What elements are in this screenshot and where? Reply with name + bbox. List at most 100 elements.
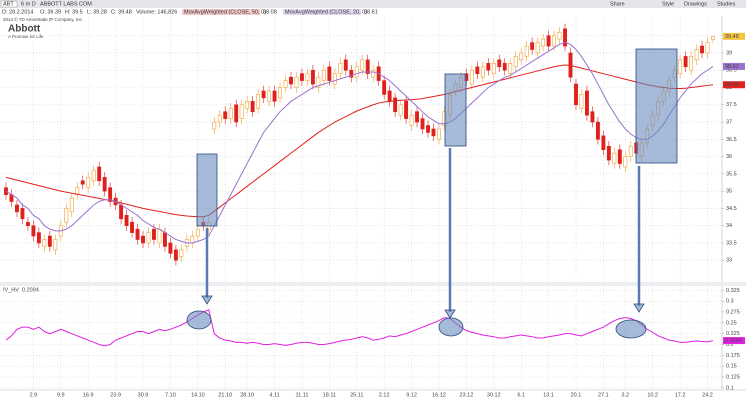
study-name[interactable]: MovAvgWeighted (CLOSE, 50, 0) xyxy=(184,9,266,15)
candle-body xyxy=(119,204,124,220)
candle-body xyxy=(91,170,96,182)
annotations xyxy=(186,48,678,339)
y-tick-label: 35 xyxy=(726,189,732,195)
header-close: C: 39.48 xyxy=(111,9,132,15)
candle-body xyxy=(437,128,441,140)
candle-body xyxy=(711,36,715,40)
x-tick-label: 16.9 xyxy=(83,392,94,398)
x-tick-label: 4.11 xyxy=(269,392,279,398)
x-tick-label: 10.2 xyxy=(647,392,658,398)
candle-body xyxy=(480,66,485,78)
candle-body xyxy=(53,239,58,251)
x-tick-label: 17.2 xyxy=(675,392,686,398)
candle-body xyxy=(278,87,282,99)
header-high: H: 39.5 xyxy=(65,9,83,15)
y-tick-label: 0.2 xyxy=(726,342,734,348)
candle-body xyxy=(612,152,617,164)
y-tick-label: 0.275 xyxy=(726,309,740,315)
candle-body xyxy=(519,52,524,61)
candle-body xyxy=(705,42,710,54)
candle-body xyxy=(552,35,557,47)
candle-body xyxy=(20,208,25,220)
candle-body xyxy=(272,90,277,102)
toolbar-button[interactable]: Share xyxy=(610,2,625,8)
copyright: 2014 © TD Ameritrade IP Company, Inc. xyxy=(3,16,83,22)
toolbar-button[interactable]: Drawings xyxy=(684,2,707,8)
line xyxy=(5,42,714,244)
candle-body xyxy=(349,69,354,78)
pane-separator[interactable] xyxy=(0,282,746,286)
last-value-label: 39.48 xyxy=(725,34,739,40)
candle-body xyxy=(497,59,502,68)
candle-body xyxy=(289,76,293,85)
candle-body xyxy=(595,121,600,140)
candle-body xyxy=(36,232,41,244)
candle-body xyxy=(294,76,299,88)
x-tick-label: 25.11 xyxy=(350,392,363,398)
tagline: A Promise for Life xyxy=(8,34,44,39)
x-tick-label: 24.2 xyxy=(702,392,713,398)
highlight-ellipse xyxy=(438,317,464,337)
y-tick-label: 0.125 xyxy=(726,374,740,380)
x-tick-label: 9.12 xyxy=(406,392,417,398)
candle-body xyxy=(343,59,348,71)
candle-body xyxy=(579,94,584,109)
y-tick-label: 37.5 xyxy=(726,102,737,108)
candle-body xyxy=(4,187,8,195)
study-value: 38.61 xyxy=(364,9,378,15)
candle-body xyxy=(694,49,699,61)
candle-body xyxy=(557,31,562,40)
candle-body xyxy=(382,80,387,95)
candle-body xyxy=(338,63,343,74)
candle-body xyxy=(234,104,239,123)
candle-body xyxy=(398,104,403,116)
highlight-ellipse xyxy=(186,310,212,330)
x-tick-label: 27.1 xyxy=(598,392,609,398)
last-value-box xyxy=(723,81,745,89)
y-tick-label: 33 xyxy=(726,258,732,264)
candle-body xyxy=(300,73,304,81)
candle-body xyxy=(152,228,156,240)
study-value: 38.08 xyxy=(263,9,277,15)
candle-body xyxy=(141,235,145,244)
candle-body xyxy=(108,187,113,202)
period[interactable]: 6 m D xyxy=(21,2,36,8)
x-tick-label: 2.12 xyxy=(379,392,390,398)
toolbar-button[interactable]: Style xyxy=(662,2,674,8)
candle-body xyxy=(173,249,178,261)
x-tick-label: 7.10 xyxy=(165,392,176,398)
x-tick-label: 11.11 xyxy=(295,392,308,398)
candle-body xyxy=(69,197,74,213)
y-tick-label: 39 xyxy=(726,50,732,56)
highlight-box xyxy=(196,153,218,227)
study-name[interactable]: MovAvgWeighted (CLOSE, 20, 0) xyxy=(285,9,367,15)
line xyxy=(5,64,714,218)
candle-body xyxy=(585,90,589,116)
last-value-label: 38.08 xyxy=(725,82,739,88)
symbol-box[interactable] xyxy=(0,0,18,8)
x-tick-label: 9.9 xyxy=(57,392,65,398)
candle-body xyxy=(327,66,332,81)
toolbar-button[interactable]: Studies xyxy=(717,2,736,8)
y-tick-label: 0.15 xyxy=(726,364,737,370)
symbol: ABT xyxy=(3,2,14,8)
x-tick-label: 14.10 xyxy=(191,392,205,398)
candle-body xyxy=(135,228,140,240)
candle-body xyxy=(256,94,261,109)
candle-body xyxy=(524,45,529,57)
last-value-box xyxy=(723,62,745,70)
y-tick-label: 38.5 xyxy=(726,68,737,74)
y-tick-label: 0.175 xyxy=(726,353,740,359)
candle-body xyxy=(409,114,414,126)
x-tick-label: 3.2 xyxy=(621,392,629,398)
header-volume: Volume: 146,826 xyxy=(136,9,177,15)
y-tick-label: 37 xyxy=(726,120,732,126)
candle-body xyxy=(513,56,518,68)
candle-body xyxy=(371,69,376,78)
candle-body xyxy=(228,107,233,119)
candle-body xyxy=(310,69,315,85)
x-tick-label: 2.9 xyxy=(30,392,38,398)
candle-body xyxy=(617,149,622,164)
